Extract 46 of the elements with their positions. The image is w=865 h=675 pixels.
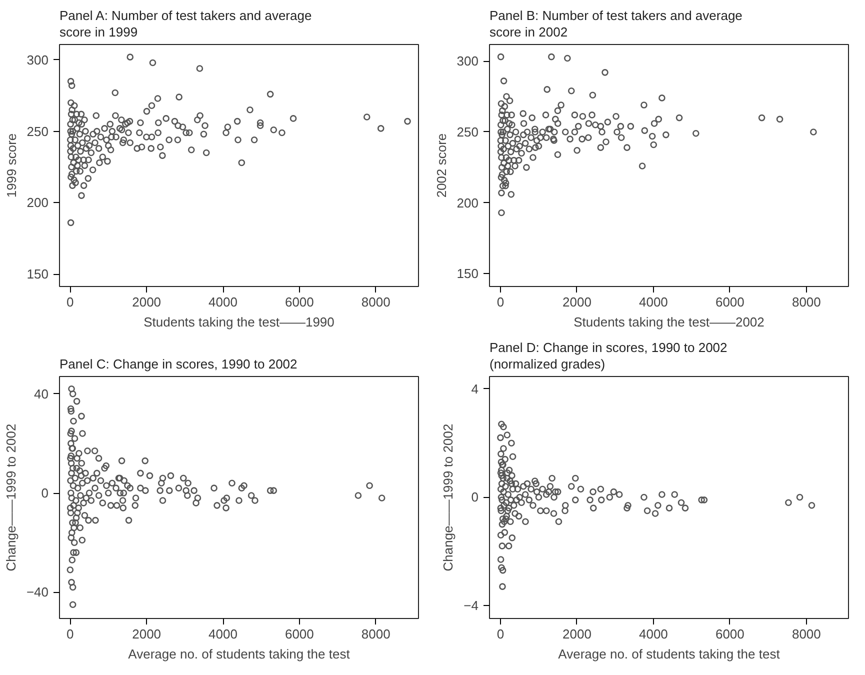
y-axis-title: 1999 score xyxy=(4,133,19,198)
chart-title: Panel A: Number of test takers and average score in 1999 xyxy=(60,8,312,40)
y-tick-label: 300 xyxy=(456,54,479,69)
x-axis-title: Students taking the test——2002 xyxy=(574,314,764,330)
x-axis-title: Average no. of students taking the test xyxy=(128,646,350,662)
x-tick-label: 8000 xyxy=(361,294,390,310)
x-axis-title: Average no. of students taking the test xyxy=(558,646,780,662)
y-tick-label: 0 xyxy=(41,486,49,501)
x-tick-label: 0 xyxy=(496,626,504,642)
y-tick-label: 300 xyxy=(26,52,49,68)
x-tick-label: 6000 xyxy=(715,294,744,310)
x-tick-label: 2000 xyxy=(132,626,162,642)
y-tick-label: 150 xyxy=(26,266,49,282)
x-tick-label: 0 xyxy=(496,294,504,310)
y-tick-label: −40 xyxy=(26,584,49,600)
y-tick-label: −4 xyxy=(464,598,479,614)
x-tick-label: 0 xyxy=(66,294,74,310)
y-tick-label: 150 xyxy=(456,266,479,282)
y-tick-label: 0 xyxy=(471,490,479,505)
x-tick-label: 4000 xyxy=(208,626,238,642)
x-tick-label: 0 xyxy=(66,626,74,642)
chart-title: Panel D: Change in scores, 1990 to 2002 (normalized grades) xyxy=(490,340,728,372)
x-tick-label: 4000 xyxy=(638,626,668,642)
chart-title: Panel B: Number of test takers and average score in 2002 xyxy=(490,8,742,40)
x-tick-label: 2000 xyxy=(562,294,592,310)
x-tick-label: 6000 xyxy=(284,626,314,642)
y-tick-label: 200 xyxy=(26,195,49,210)
x-tick-label: 4000 xyxy=(638,294,668,310)
x-tick-label: 4000 xyxy=(208,294,238,310)
y-axis-title: Change——1999 to 2002 xyxy=(440,424,456,572)
y-tick-label: 250 xyxy=(456,124,479,140)
y-tick-label: 40 xyxy=(34,386,49,402)
y-tick-label: 200 xyxy=(456,195,479,210)
y-tick-label: 4 xyxy=(471,381,479,396)
y-tick-label: 250 xyxy=(26,124,49,139)
x-tick-label: 8000 xyxy=(792,294,821,310)
x-tick-label: 8000 xyxy=(361,626,390,642)
x-tick-label: 6000 xyxy=(284,294,314,310)
x-tick-label: 8000 xyxy=(792,626,821,642)
chart-title: Panel C: Change in scores, 1990 to 2002 xyxy=(60,356,298,372)
x-tick-label: 2000 xyxy=(562,626,592,642)
y-axis-title: 2002 score xyxy=(434,133,449,198)
y-axis-title: Change——1999 to 2002 xyxy=(3,424,18,572)
x-tick-label: 2000 xyxy=(132,294,162,310)
x-tick-label: 6000 xyxy=(715,626,744,642)
x-axis-title: Students taking the test——1990 xyxy=(144,314,334,330)
